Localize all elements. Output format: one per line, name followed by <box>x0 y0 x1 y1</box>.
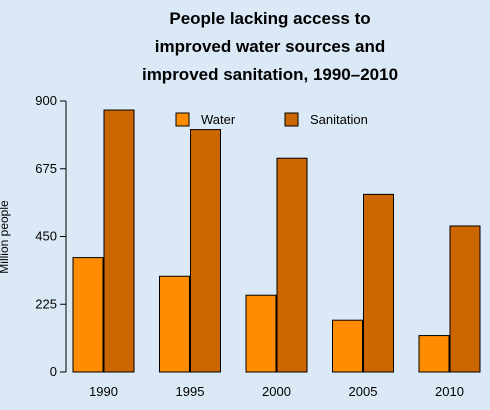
bar-water-2005 <box>332 319 363 373</box>
bar-sanitation-2005 <box>363 193 394 373</box>
chart-title: People lacking access to improved water … <box>142 9 398 84</box>
legend: Water Sanitation <box>175 112 368 127</box>
y-tick-label: 675 <box>35 161 57 176</box>
legend-label-sanitation: Sanitation <box>310 112 368 127</box>
x-tick-label: 1990 <box>89 384 118 399</box>
legend-label-water: Water <box>201 112 236 127</box>
title-line-1: People lacking access to <box>169 9 370 28</box>
bar-water-2000 <box>245 294 277 373</box>
bar-water-1995 <box>159 275 190 373</box>
bar-sanitation-1995 <box>190 129 221 373</box>
title-line-3: improved sanitation, 1990–2010 <box>142 65 398 84</box>
x-tick-label: 2010 <box>435 384 464 399</box>
x-tick-labels: 1990 1995 2000 2005 2010 <box>89 384 464 399</box>
bar-water-1990 <box>72 257 104 373</box>
bar-water-2010 <box>418 335 450 373</box>
legend-swatch-water <box>175 112 190 127</box>
bars <box>72 109 481 373</box>
y-tick-label: 0 <box>50 364 57 379</box>
bar-sanitation-1990 <box>103 109 135 373</box>
legend-swatch-sanitation <box>284 112 299 127</box>
x-tick-label: 1995 <box>176 384 205 399</box>
x-tick-label: 2005 <box>349 384 378 399</box>
bar-sanitation-2010 <box>449 225 481 373</box>
bar-sanitation-2000 <box>276 157 308 373</box>
y-tick-label: 225 <box>35 296 57 311</box>
y-axis-label: Million people <box>0 200 11 274</box>
y-tick-label: 900 <box>35 93 57 108</box>
x-tick-label: 2000 <box>262 384 291 399</box>
axes: 0 225 450 675 900 <box>35 93 67 379</box>
title-line-2: improved water sources and <box>155 37 386 56</box>
y-tick-label: 450 <box>35 229 57 244</box>
